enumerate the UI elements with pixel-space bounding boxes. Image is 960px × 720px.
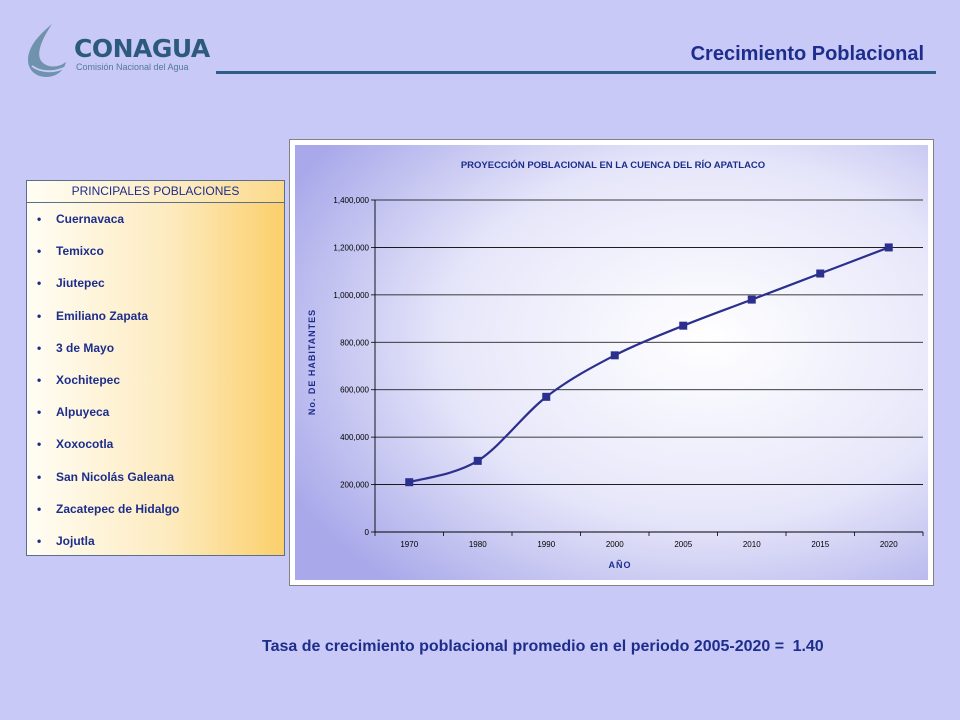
y-tick-label: 0	[365, 528, 370, 537]
chart-frame: PROYECCIÓN POBLACIONAL EN LA CUENCA DEL …	[289, 139, 934, 586]
chart-background	[295, 145, 928, 580]
population-item: • San Nicolás Galeana	[27, 461, 284, 493]
population-item: • Alpuyeca	[27, 396, 284, 428]
population-item: • Temixco	[27, 235, 284, 267]
y-tick-label: 800,000	[340, 338, 369, 347]
x-tick-label: 1970	[400, 540, 418, 549]
brand-name: CONAGUA	[74, 34, 210, 63]
population-item: • Jiutepec	[27, 267, 284, 299]
growth-rate-text: Tasa de crecimiento poblacional promedio…	[262, 638, 785, 655]
x-axis-label: AÑO	[609, 560, 632, 570]
data-point	[679, 321, 688, 330]
population-item: • Emiliano Zapata	[27, 300, 284, 332]
bullet-icon: •	[37, 469, 42, 484]
x-tick-label: 2000	[606, 540, 624, 549]
data-point	[884, 243, 893, 252]
population-name: Alpuyeca	[56, 405, 110, 420]
data-point	[747, 295, 756, 304]
bullet-icon: •	[37, 244, 42, 259]
y-axis-label: No. DE HABITANTES	[307, 309, 317, 415]
population-name: Xoxocotla	[56, 437, 114, 452]
y-tick-label: 1,400,000	[333, 196, 369, 205]
population-name: Temixco	[56, 244, 104, 259]
x-tick-label: 2010	[743, 540, 761, 549]
y-tick-label: 600,000	[340, 386, 369, 395]
x-tick-label: 2005	[674, 540, 692, 549]
bullet-icon: •	[37, 340, 42, 355]
population-name: Jiutepec	[56, 276, 105, 291]
x-tick-label: 1990	[537, 540, 555, 549]
population-item: • Zacatepec de Hidalgo	[27, 493, 284, 525]
data-point	[542, 392, 551, 401]
bullet-icon: •	[37, 501, 42, 516]
conagua-logo: CONAGUA Comisión Nacional del Agua	[22, 22, 212, 82]
population-chart: PROYECCIÓN POBLACIONAL EN LA CUENCA DEL …	[295, 145, 928, 580]
y-tick-label: 1,000,000	[333, 291, 369, 300]
data-point	[473, 456, 482, 465]
population-name: San Nicolás Galeana	[56, 469, 175, 484]
growth-rate-value: 1.40	[792, 638, 824, 655]
populations-panel: PRINCIPALES POBLACIONES • Cuernavaca • Temi…	[26, 180, 285, 556]
population-item: • Cuernavaca	[27, 203, 284, 235]
panel-heading: PRINCIPALES POBLACIONES	[27, 181, 284, 203]
bullet-icon: •	[37, 405, 42, 420]
population-item: • Xochitepec	[27, 364, 284, 396]
y-tick-label: 200,000	[340, 481, 369, 490]
data-point	[610, 351, 619, 360]
chart-title: PROYECCIÓN POBLACIONAL EN LA CUENCA DEL …	[461, 159, 765, 171]
bullet-icon: •	[37, 276, 42, 291]
population-name: Xochitepec	[56, 372, 121, 387]
population-name: Cuernavaca	[56, 212, 125, 226]
growth-rate-footer: Tasa de crecimiento poblacional promedio…	[262, 638, 824, 656]
bullet-icon: •	[37, 533, 42, 548]
title-divider	[216, 71, 936, 74]
x-tick-label: 2015	[811, 540, 829, 549]
x-tick-label: 1980	[469, 540, 487, 549]
x-tick-label: 2020	[880, 540, 898, 549]
brand-subtitle: Comisión Nacional del Agua	[76, 62, 189, 72]
data-point	[405, 478, 414, 487]
bullet-icon: •	[37, 308, 42, 323]
series-line	[408, 246, 890, 484]
bullet-icon: •	[37, 372, 42, 387]
population-name: Emiliano Zapata	[56, 308, 149, 323]
water-drop-logo-icon	[28, 24, 69, 77]
population-name: 3 de Mayo	[56, 340, 115, 355]
bullet-icon: •	[37, 212, 42, 226]
population-name: Jojutla	[56, 533, 95, 548]
y-tick-label: 1,200,000	[333, 243, 369, 252]
population-item: • Xoxocotla	[27, 428, 284, 460]
population-item: • 3 de Mayo	[27, 332, 284, 364]
population-item: • Jojutla	[27, 525, 284, 557]
populations-list: • Cuernavaca • Temixco • Jiutepec • Emiliano Za…	[27, 203, 284, 557]
bullet-icon: •	[37, 437, 42, 452]
data-point	[816, 269, 825, 278]
y-tick-label: 400,000	[340, 433, 369, 442]
page-title: Crecimiento Poblacional	[690, 43, 924, 65]
population-name: Zacatepec de Hidalgo	[56, 501, 180, 516]
